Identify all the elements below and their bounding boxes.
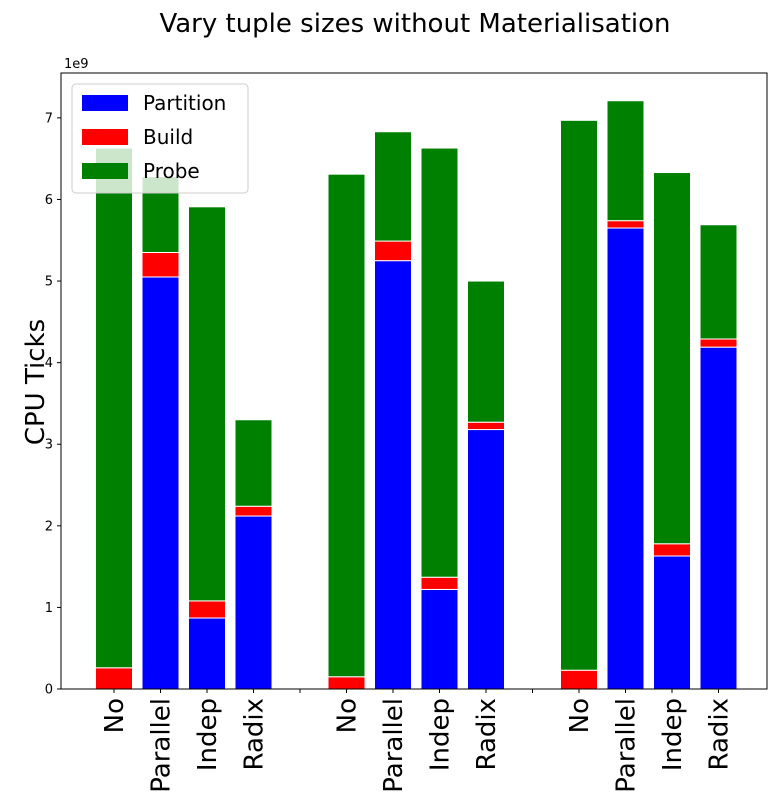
bar-partition-9 bbox=[606, 227, 645, 690]
bar-probe-2 bbox=[188, 206, 226, 602]
x-tick-label-7: Radix bbox=[472, 698, 502, 771]
bar-build-9 bbox=[606, 220, 645, 229]
bar-partition-1 bbox=[141, 276, 180, 690]
y-tick-label-6: 6 bbox=[45, 193, 53, 208]
legend: Partition Build Probe bbox=[71, 83, 249, 194]
bar-build-0 bbox=[95, 667, 133, 690]
bar-probe-7 bbox=[467, 280, 505, 423]
axes-layer bbox=[60, 72, 768, 690]
y-axis-multiplier: 1e9 bbox=[64, 57, 89, 72]
x-tick-label-8: No bbox=[565, 698, 595, 733]
x-tick-label-9: Parallel bbox=[612, 698, 642, 793]
bar-build-10 bbox=[653, 543, 691, 557]
bar-build-7 bbox=[467, 421, 505, 431]
x-tick-label-0: No bbox=[100, 698, 130, 733]
bars-layer bbox=[95, 100, 738, 690]
x-tick-label-5: Parallel bbox=[379, 698, 409, 793]
y-tick-label-0: 0 bbox=[45, 683, 53, 698]
legend-label-partition: Partition bbox=[143, 91, 226, 115]
y-tick-label-1: 1 bbox=[45, 601, 53, 616]
y-axis-label: CPU Ticks bbox=[21, 319, 51, 445]
x-tick-label-6: Indep bbox=[426, 698, 456, 771]
bar-build-11 bbox=[699, 338, 738, 348]
bar-build-1 bbox=[141, 251, 180, 278]
legend-swatch-partition bbox=[82, 95, 128, 111]
bar-build-3 bbox=[234, 505, 273, 517]
legend-label-probe: Probe bbox=[143, 159, 200, 183]
legend-swatch-build bbox=[82, 129, 128, 145]
y-tick-label-2: 2 bbox=[45, 519, 53, 534]
bar-partition-5 bbox=[374, 260, 412, 690]
legend-label-build: Build bbox=[143, 125, 193, 149]
bar-probe-9 bbox=[606, 100, 645, 222]
y-tick-label-7: 7 bbox=[45, 111, 53, 126]
bar-probe-6 bbox=[420, 147, 459, 578]
bar-build-2 bbox=[188, 600, 226, 619]
bar-build-6 bbox=[420, 576, 459, 590]
bar-partition-2 bbox=[188, 617, 226, 690]
bar-partition-11 bbox=[699, 346, 738, 690]
bar-probe-0 bbox=[95, 147, 133, 669]
y-tick-label-3: 3 bbox=[45, 438, 53, 453]
bar-partition-7 bbox=[467, 429, 505, 690]
chart-title: Vary tuple sizes without Materialisation bbox=[159, 9, 670, 39]
x-tick-label-11: Radix bbox=[705, 698, 735, 771]
bar-build-8 bbox=[560, 669, 598, 690]
x-tick-label-4: No bbox=[333, 698, 363, 733]
x-tick-label-3: Radix bbox=[240, 698, 270, 771]
y-tick-label-5: 5 bbox=[45, 275, 53, 290]
x-tick-label-10: Indep bbox=[658, 698, 688, 771]
bar-partition-10 bbox=[653, 555, 691, 690]
x-tick-label-2: Indep bbox=[193, 698, 223, 771]
ticks-layer: 0 1 2 3 4 5 6 7 No Parallel Indep Radix No Parallel In… bbox=[45, 111, 735, 792]
bar-probe-3 bbox=[234, 419, 273, 507]
bar-probe-11 bbox=[699, 224, 738, 340]
bar-build-5 bbox=[374, 240, 412, 262]
bar-probe-5 bbox=[374, 131, 412, 242]
bar-partition-3 bbox=[234, 515, 273, 690]
legend-swatch-probe bbox=[82, 163, 128, 179]
bar-probe-10 bbox=[653, 172, 691, 545]
bar-build-4 bbox=[327, 676, 366, 690]
plot-frame bbox=[60, 72, 768, 690]
bar-probe-8 bbox=[560, 119, 598, 671]
y-tick-label-4: 4 bbox=[45, 356, 53, 371]
bar-probe-4 bbox=[327, 173, 366, 678]
bar-partition-6 bbox=[420, 588, 459, 690]
x-tick-label-1: Parallel bbox=[147, 698, 177, 793]
